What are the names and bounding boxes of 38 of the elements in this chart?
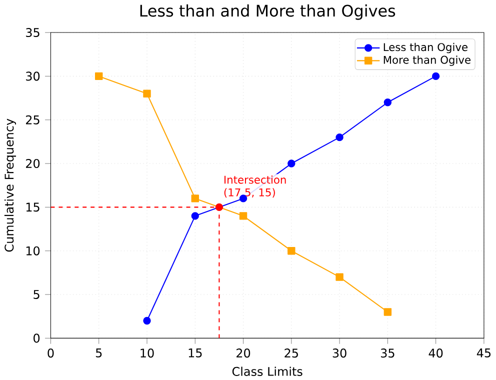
point <box>288 159 296 168</box>
x-tick-label: 25 <box>284 348 298 358</box>
x-tick-label: 10 <box>140 348 154 358</box>
y-tick-label: 5 <box>34 290 40 299</box>
point <box>384 98 392 106</box>
point <box>239 212 248 220</box>
x-tick-label: 15 <box>188 348 202 358</box>
annotation: Intersection (17.5, 15) <box>224 175 286 198</box>
x-axis-title: Class Limits <box>232 366 302 376</box>
x-tick-label: 35 <box>380 348 394 358</box>
x-tick-label: 30 <box>332 348 346 358</box>
y-tick-label: 0 <box>34 333 40 342</box>
legend-label: Less than Ogive <box>384 42 468 53</box>
legend-label: More than Ogive <box>384 55 470 66</box>
point <box>215 203 224 211</box>
point <box>384 308 392 316</box>
x-tick-label: 0 <box>48 348 54 358</box>
chart-title: Less than and More than Ogives <box>140 4 396 20</box>
x-tick-label: 20 <box>236 348 250 358</box>
y-tick-label: 20 <box>26 158 40 168</box>
point <box>191 212 199 220</box>
point <box>191 194 199 202</box>
y-tick-label: 25 <box>26 115 40 124</box>
point <box>432 72 440 80</box>
x-tick-label: 45 <box>476 348 491 358</box>
y-axis-title: Cumulative Frequency <box>4 118 16 252</box>
x-tick-label: 40 <box>428 348 443 358</box>
y-tick-label: 15 <box>26 202 40 212</box>
y-tick-label: 10 <box>26 246 40 256</box>
y-tick-label: 35 <box>26 28 40 37</box>
point <box>143 316 151 324</box>
point <box>336 272 344 281</box>
point <box>143 90 151 98</box>
x-tick-label: 5 <box>96 348 102 358</box>
y-tick-label: 30 <box>26 71 40 81</box>
point <box>336 133 344 141</box>
point <box>288 246 296 255</box>
point <box>95 72 103 80</box>
